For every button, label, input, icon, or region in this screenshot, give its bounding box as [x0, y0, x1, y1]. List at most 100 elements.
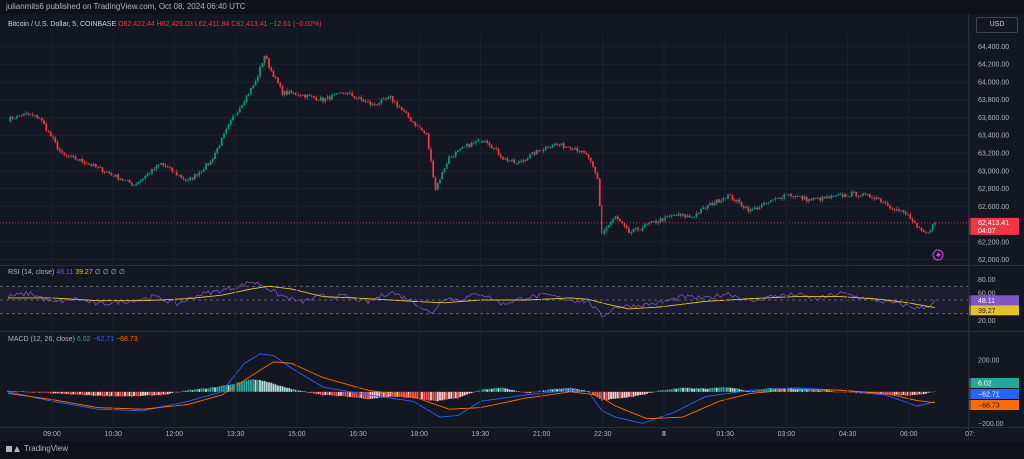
- candle-body: [11, 116, 14, 119]
- candle-body: [202, 169, 205, 172]
- candle-body: [400, 107, 403, 110]
- candle-body: [688, 215, 691, 218]
- macd-histogram-bar: [740, 389, 743, 392]
- rsi-value: 48.11: [56, 269, 74, 276]
- candle-body: [592, 161, 594, 167]
- candle-body: [751, 209, 754, 211]
- macd-histogram-bar: [922, 391, 925, 395]
- macd-histogram-bar: [403, 391, 405, 398]
- last-price-label: 62,413.41: [978, 220, 1009, 227]
- candle-body: [128, 179, 131, 183]
- candle-body: [922, 230, 925, 233]
- macd-histogram-bar: [542, 390, 545, 392]
- macd-histogram-bar: [324, 391, 327, 396]
- macd-histogram-bar: [270, 382, 273, 392]
- macd-histogram-bar: [106, 391, 108, 396]
- candle-body: [864, 193, 867, 195]
- macd-histogram-bar: [171, 391, 174, 393]
- candle-body: [268, 58, 270, 68]
- macd-histogram-bar: [630, 391, 633, 398]
- macd-histogram-bar: [49, 391, 52, 394]
- macd-histogram-bar: [283, 387, 286, 392]
- rsi-legend[interactable]: RSI (14, close) 48.11 39.27 ∅ ∅ ∅ ∅: [8, 268, 125, 276]
- candle-body: [286, 91, 288, 95]
- macd-histogram-bar: [693, 388, 696, 392]
- tradingview-logo[interactable]: TradingView: [6, 444, 68, 453]
- macd-histogram-bar: [94, 391, 97, 397]
- candle-body: [272, 70, 275, 78]
- candle-body: [216, 148, 219, 154]
- macd-histogram-bar: [423, 391, 426, 400]
- candle-body: [306, 94, 309, 98]
- candle-body: [432, 160, 435, 178]
- candle-body: [288, 91, 291, 95]
- macd-histogram-bar: [81, 391, 84, 395]
- macd-histogram-bar: [504, 388, 507, 392]
- macd-histogram-bar: [139, 391, 142, 397]
- macd-histogram-bar: [128, 391, 131, 397]
- candle-body: [875, 197, 878, 200]
- candle-body: [225, 129, 228, 134]
- ohlc-change: −12.61 (−0.02%): [269, 21, 322, 28]
- candle-body: [747, 207, 750, 212]
- macd-histogram-bar: [151, 391, 153, 396]
- candle-body: [670, 215, 673, 217]
- candle-body: [74, 156, 77, 160]
- candle-body: [544, 146, 547, 150]
- macd-histogram-bar: [601, 391, 603, 401]
- macd-histogram-bar: [47, 391, 50, 393]
- candle-body: [466, 143, 468, 147]
- macd-histogram-bar: [290, 389, 293, 392]
- macd-value-tag-text: −62.71: [978, 392, 1000, 399]
- macd-histogram-bar: [918, 391, 921, 395]
- candle-body: [839, 194, 842, 196]
- candle-body: [650, 221, 653, 224]
- macd-histogram-bar: [612, 391, 615, 399]
- candle-body: [425, 132, 428, 135]
- candle-body: [486, 140, 489, 143]
- symbol-name[interactable]: Bitcoin / U.S. Dollar, 5, COINBASE: [8, 21, 117, 28]
- macd-histogram-bar: [153, 391, 156, 396]
- time-axis-label: 18:00: [410, 431, 428, 438]
- macd-histogram-bar: [391, 391, 394, 397]
- macd-histogram-bar: [720, 387, 723, 392]
- candle-body: [430, 149, 432, 161]
- time-axis-label: 03:00: [778, 431, 796, 438]
- macd-histogram-bar: [517, 391, 520, 392]
- candle-body: [661, 218, 664, 221]
- candle-body: [106, 171, 108, 173]
- candle-body: [367, 101, 369, 103]
- macd-histogram-bar: [20, 391, 23, 392]
- candle-body: [533, 152, 536, 155]
- candle-body: [175, 171, 178, 176]
- macd-histogram-bar: [502, 387, 504, 392]
- macd-histogram-bar: [247, 379, 250, 392]
- macd-histogram-bar: [634, 391, 637, 396]
- candle-body: [830, 195, 833, 198]
- macd-histogram-bar: [216, 386, 219, 392]
- candle-body: [495, 148, 498, 150]
- candle-body: [378, 103, 381, 105]
- currency-button[interactable]: USD: [976, 17, 1018, 33]
- candle-body: [886, 203, 889, 207]
- candle-body: [727, 194, 729, 199]
- candle-body: [88, 163, 90, 165]
- price-axis-label: 64,400.00: [978, 44, 1009, 51]
- macd-histogram-bar: [229, 384, 232, 392]
- candle-body: [713, 203, 716, 206]
- macd-histogram-bar: [677, 388, 680, 392]
- macd-histogram-bar: [207, 388, 210, 392]
- candle-body: [524, 160, 527, 161]
- candle-body: [160, 163, 162, 165]
- candle-body: [227, 124, 230, 130]
- candle-body: [290, 91, 293, 94]
- macd-histogram-bar: [414, 391, 417, 399]
- candle-body: [844, 194, 846, 197]
- time-axis-label: 09:00: [43, 431, 61, 438]
- candle-body: [43, 120, 45, 125]
- macd-histogram-bar: [848, 391, 851, 393]
- candle-body: [628, 228, 630, 234]
- candle-body: [848, 196, 851, 198]
- macd-legend[interactable]: MACD (12, 26, close) 6.02 −62.71 −68.73: [8, 336, 138, 343]
